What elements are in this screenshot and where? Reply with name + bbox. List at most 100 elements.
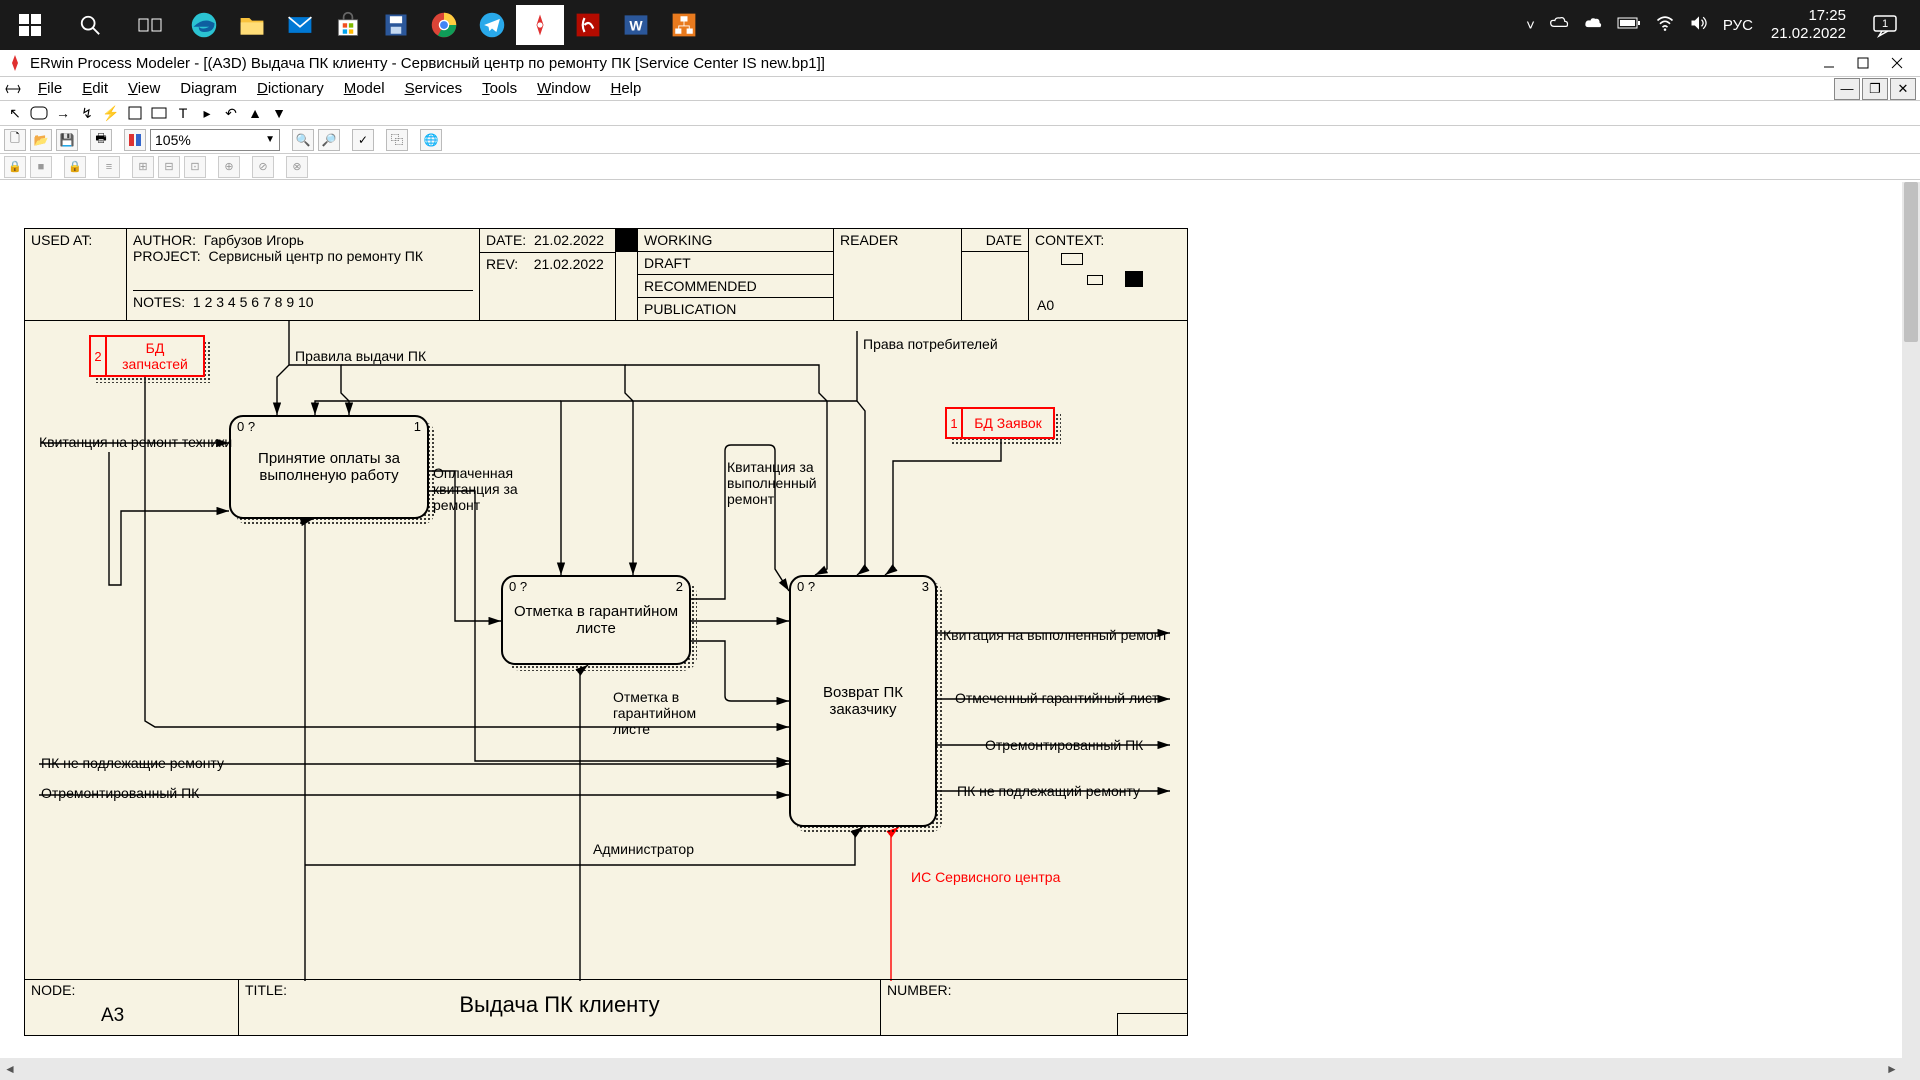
tool-activity[interactable] [28,102,50,124]
menu-diagram[interactable]: Diagram [170,78,247,99]
tb3-e[interactable]: ⊡ [184,156,206,178]
tool-lightning[interactable]: ⚡ [100,102,122,124]
scrollbar-thumb[interactable] [1904,182,1918,342]
tb3-f[interactable]: ⊕ [218,156,240,178]
title-bar: ERwin Process Modeler - [(A3D) Выдача ПК… [0,50,1920,76]
canvas-workspace[interactable]: USED AT: AUTHOR: Гарбузов Игорь PROJECT:… [0,180,1920,1058]
menu-help[interactable]: Help [601,78,652,99]
taskbar-acrobat[interactable] [564,5,612,45]
menu-model[interactable]: Model [334,78,395,99]
taskbar-edge[interactable] [180,5,228,45]
hdr-rev-lbl: REV: [486,256,518,272]
menu-tools[interactable]: Tools [472,78,527,99]
mdi-restore-button[interactable]: ❐ [1862,78,1888,100]
mdi-minimize-button[interactable]: — [1834,78,1860,100]
tray-language[interactable]: РУС [1723,17,1753,34]
tb-open[interactable]: 📂 [30,129,52,151]
tool-down[interactable]: ▼ [268,102,290,124]
tool-goto[interactable]: ▸ [196,102,218,124]
datastore[interactable]: 2БД запчастей [89,335,205,377]
tray-onedrive-icon[interactable] [1549,13,1569,37]
tool-text[interactable]: T [172,102,194,124]
tb3-b[interactable]: ≡ [98,156,120,178]
tb3-lock2[interactable]: 🔒 [64,156,86,178]
chrome-icon [430,11,458,39]
tb3-d[interactable]: ⊟ [158,156,180,178]
hdr-date: 21.02.2022 [534,232,604,248]
mdi-close-button[interactable]: ✕ [1890,78,1916,100]
save-icon [382,11,410,39]
arrow-label: Отметка в гарантийном листе [613,689,733,737]
tray-clock[interactable]: 17:25 21.02.2022 [1771,7,1846,43]
tray-chevron-icon[interactable]: ˅ [1526,17,1535,34]
taskbar-mail[interactable] [276,5,324,45]
menu-window[interactable]: Window [527,78,600,99]
activity-label: Принятие оплаты за выполненую работу [231,417,427,517]
tb-zoomout[interactable]: 🔎 [318,129,340,151]
datastore[interactable]: 1БД Заявок [945,407,1055,439]
taskbar-app2[interactable] [660,5,708,45]
menu-file[interactable]: File [28,78,72,99]
tb3-a[interactable]: ■ [30,156,52,178]
activity-box[interactable]: 0 ? 3 Возврат ПК заказчику [789,575,937,827]
tool-rect2[interactable] [148,102,170,124]
minimize-button[interactable] [1812,50,1846,76]
store-icon [334,11,362,39]
tb-globe[interactable]: 🌐 [420,129,442,151]
edge-icon [190,11,218,39]
tb-check[interactable]: ✓ [352,129,374,151]
menu-dictionary[interactable]: Dictionary [247,78,334,99]
horizontal-scrollbar[interactable]: ◄ ► [0,1058,1902,1080]
tool-rect1[interactable] [124,102,146,124]
tray-battery-icon[interactable] [1617,15,1641,35]
windows-icon [19,14,41,36]
arrow-label: ПК не подлежащие ремонту [41,755,224,771]
tool-undo[interactable]: ↶ [220,102,242,124]
tb3-g[interactable]: ⊘ [252,156,274,178]
tray-notifications[interactable]: 1 [1864,4,1906,46]
taskbar-erwin[interactable] [516,5,564,45]
tool-squiggle[interactable]: ↯ [76,102,98,124]
taskbar-chrome[interactable] [420,5,468,45]
activity-box[interactable]: 0 ? 1 Принятие оплаты за выполненую рабо… [229,415,429,519]
erwin-window: ERwin Process Modeler - [(A3D) Выдача ПК… [0,50,1920,1080]
maximize-button[interactable] [1846,50,1880,76]
tb-palette[interactable] [124,129,146,151]
hscroll-right[interactable]: ► [1884,1061,1900,1077]
close-button[interactable] [1880,50,1914,76]
tb-tree[interactable]: ⿻ [386,129,408,151]
tray-volume-icon[interactable] [1689,13,1709,37]
tool-arrow[interactable]: → [52,102,74,124]
tb-print[interactable]: 🖶 [90,129,112,151]
arrow-label: Правила выдачи ПК [295,348,426,364]
taskbar-app1[interactable] [372,5,420,45]
tray-wifi-icon[interactable] [1655,13,1675,37]
tb-zoomin[interactable]: 🔍 [292,129,314,151]
menu-services[interactable]: Services [395,78,473,99]
diagram-area[interactable]: 2БД запчастей 1БД Заявок 0 ? 1 Принятие оп… [25,321,1187,979]
hscroll-left[interactable]: ◄ [2,1061,18,1077]
tray-cloud-icon[interactable] [1583,13,1603,37]
taskbar-store[interactable] [324,5,372,45]
taskbar-explorer[interactable] [228,5,276,45]
tool-pointer[interactable]: ↖ [4,102,26,124]
menu-edit[interactable]: Edit [72,78,118,99]
tb3-h[interactable]: ⊗ [286,156,308,178]
search-button[interactable] [60,0,120,50]
ftr-number-lbl: NUMBER: [887,982,1181,998]
tb-save[interactable]: 💾 [56,129,78,151]
idef0-sheet: USED AT: AUTHOR: Гарбузов Игорь PROJECT:… [24,228,1188,1036]
menu-view[interactable]: View [118,78,170,99]
tb3-lock1[interactable]: 🔒 [4,156,26,178]
tb-new[interactable]: 🗋 [4,129,26,151]
tb3-c[interactable]: ⊞ [132,156,154,178]
folder-icon [238,11,266,39]
start-button[interactable] [0,0,60,50]
vertical-scrollbar[interactable] [1902,182,1920,1058]
tool-up[interactable]: ▲ [244,102,266,124]
taskview-button[interactable] [120,0,180,50]
taskbar-telegram[interactable] [468,5,516,45]
activity-box[interactable]: 0 ? 2 Отметка в гарантийном листе [501,575,691,665]
taskbar-word[interactable]: W [612,5,660,45]
zoom-select[interactable]: 105%▼ [150,129,280,151]
